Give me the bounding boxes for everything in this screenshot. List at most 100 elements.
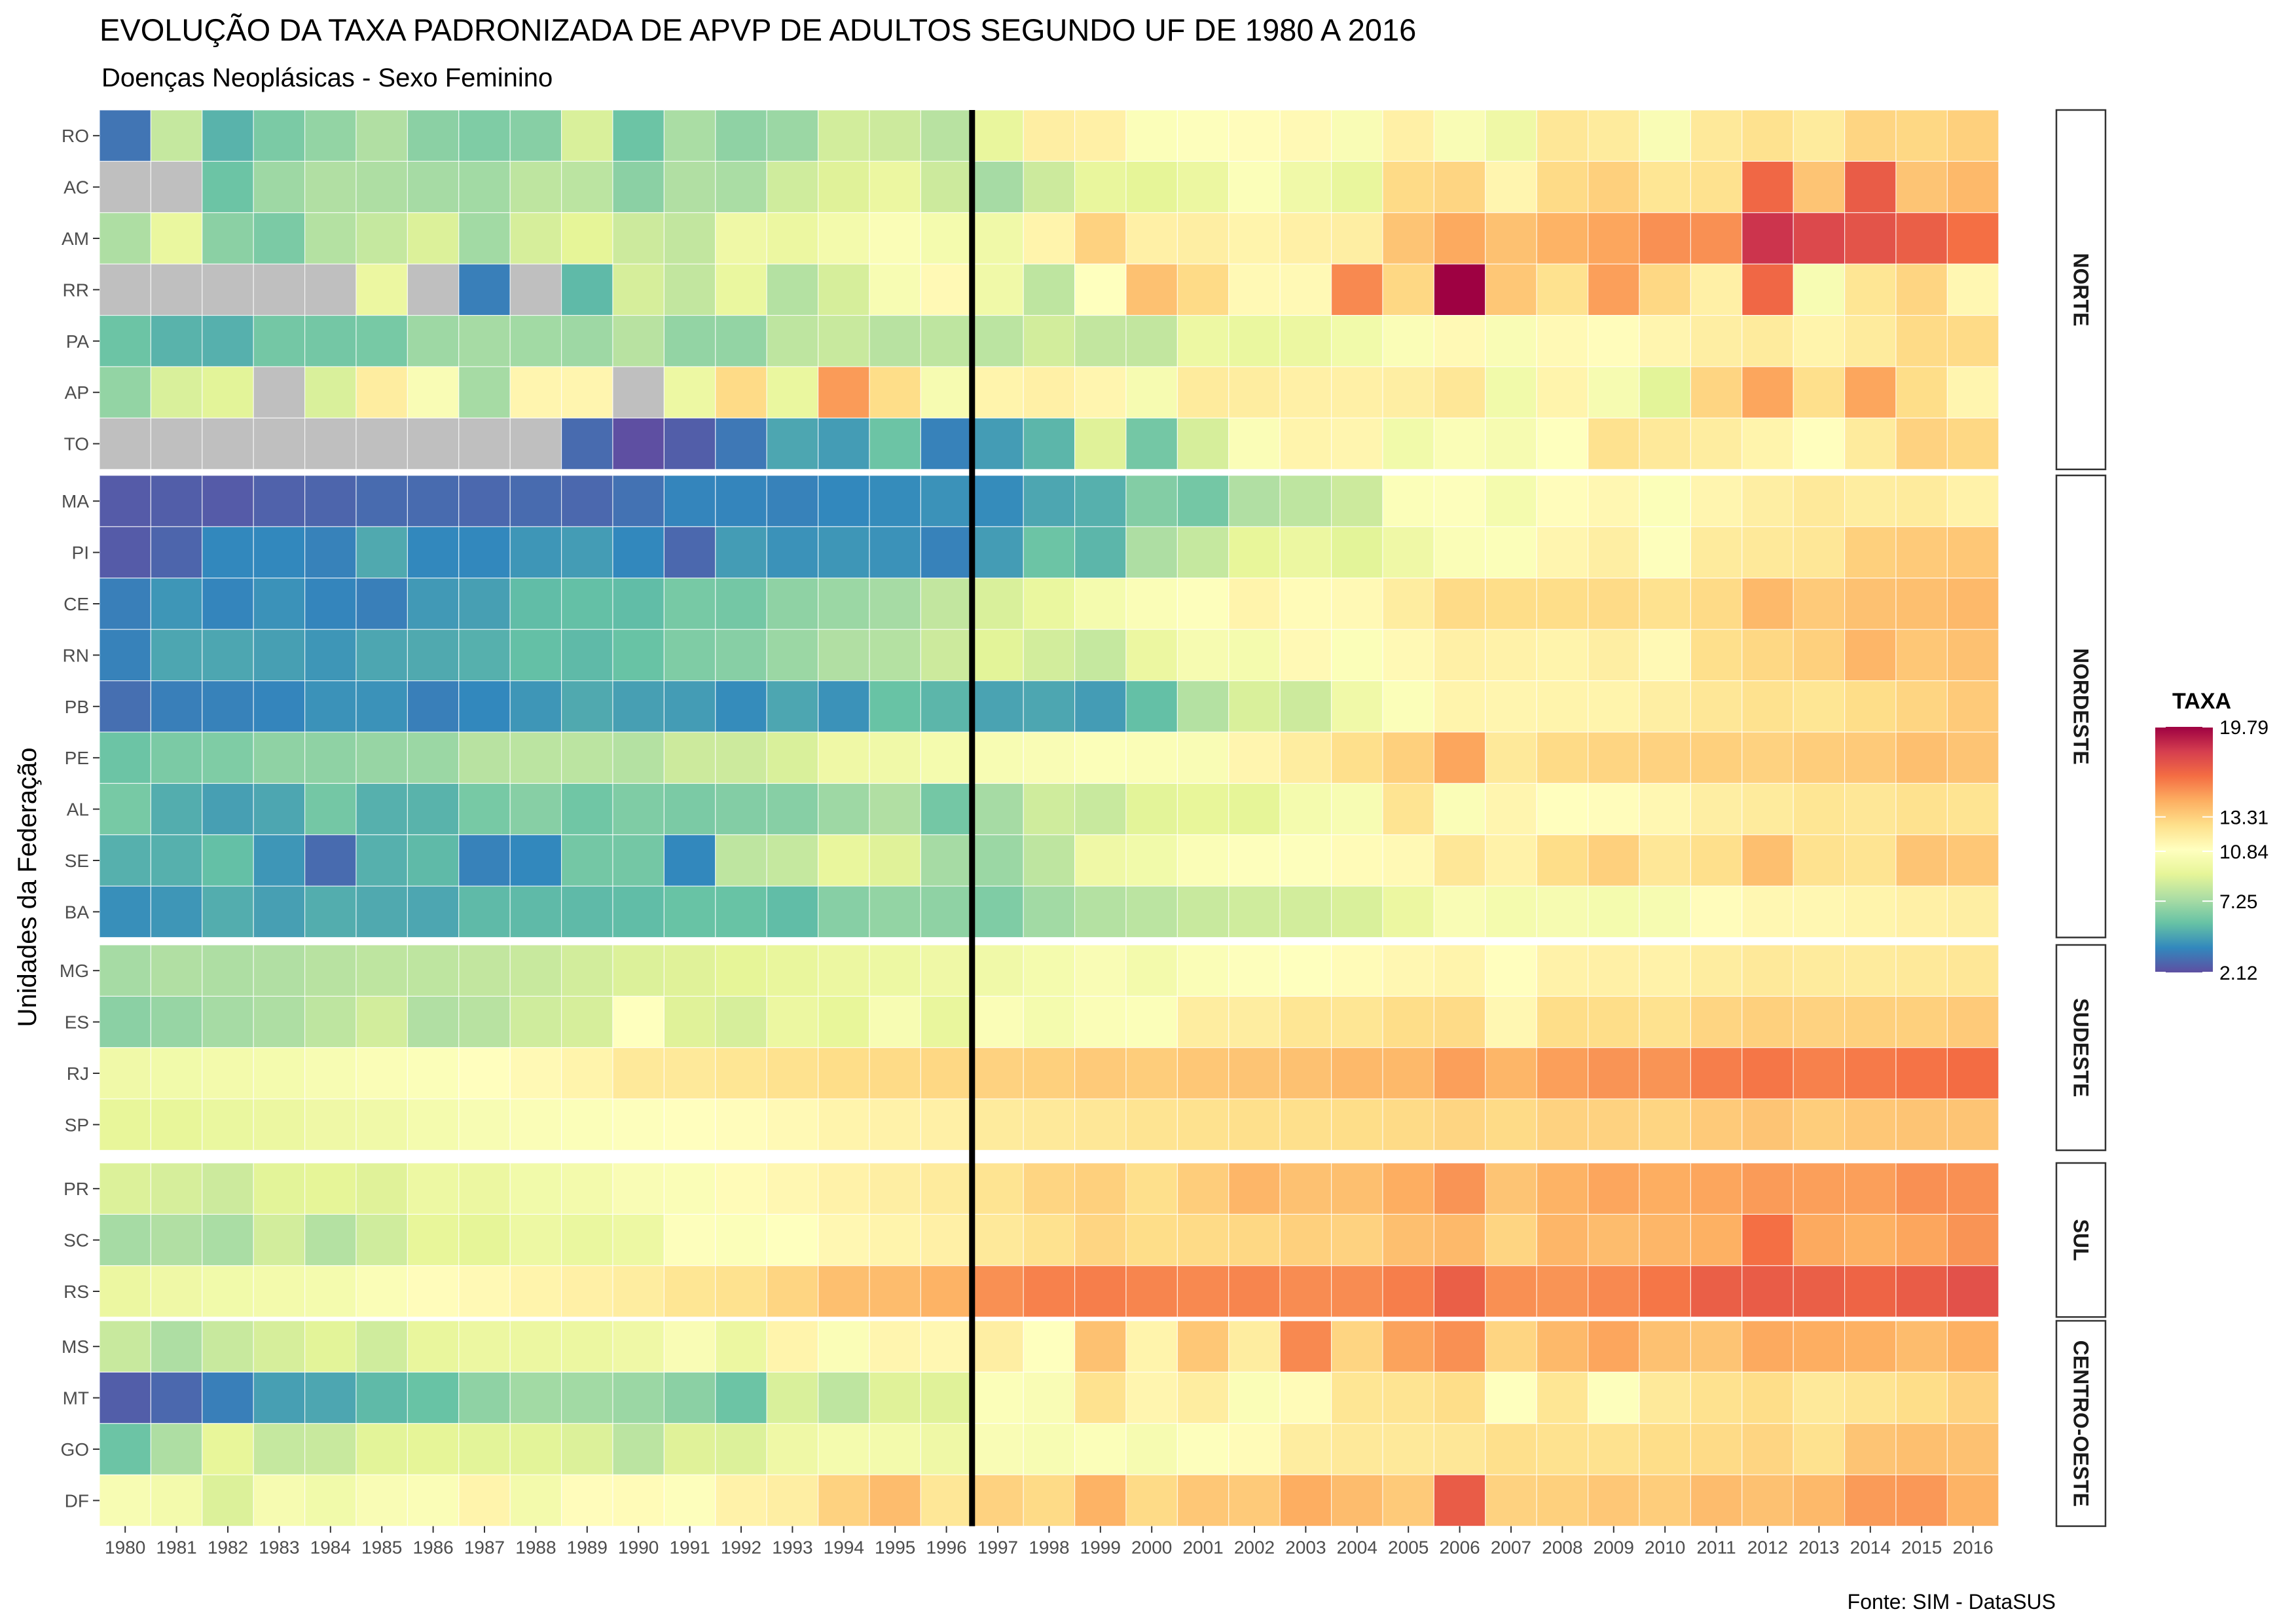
heatmap-cell (202, 263, 254, 316)
heatmap-cell (1536, 783, 1589, 836)
heatmap-cell (560, 783, 613, 836)
heatmap-cell (1125, 1047, 1178, 1099)
heatmap-cell (715, 629, 767, 682)
y-tick-label: TO (64, 434, 89, 454)
heatmap-cell (1279, 366, 1332, 419)
heatmap-cell (1690, 1320, 1743, 1373)
heatmap-cell (1946, 315, 1999, 367)
heatmap-cell (1741, 1423, 1794, 1475)
heatmap-cell (1074, 366, 1127, 419)
heatmap-cell (920, 885, 973, 938)
facet-strip (2055, 944, 2107, 1151)
heatmap-cell (1536, 1320, 1589, 1373)
heatmap-cell (1176, 995, 1230, 1048)
heatmap-cell (869, 475, 922, 528)
heatmap-cell (1228, 1423, 1281, 1475)
heatmap-cell (202, 629, 254, 682)
heatmap-cell (663, 783, 716, 836)
heatmap-cell (1176, 526, 1230, 579)
heatmap-cell (1176, 417, 1230, 470)
y-tick-label: CE (64, 594, 89, 614)
heatmap-cell (355, 315, 409, 367)
heatmap-cell (612, 1423, 665, 1475)
y-tick-label: SC (64, 1230, 89, 1251)
heatmap-cell (1588, 731, 1640, 784)
heatmap-cell (1330, 995, 1383, 1048)
heatmap-cell (1023, 315, 1076, 367)
heatmap-cell (663, 1320, 716, 1373)
heatmap-cell (766, 1320, 819, 1373)
heatmap-cell (304, 578, 357, 630)
heatmap-cell (612, 1162, 665, 1215)
heatmap-cell (1588, 315, 1640, 367)
heatmap-cell (407, 263, 460, 316)
heatmap-cell (253, 1371, 306, 1424)
heatmap-cell (202, 1098, 254, 1151)
heatmap-cell (407, 1320, 460, 1373)
heatmap-cell (1588, 1320, 1640, 1373)
heatmap-cell (1023, 160, 1076, 213)
heatmap-cell (150, 1265, 203, 1318)
heatmap-cell (663, 1371, 716, 1424)
y-tick-label: RR (63, 280, 89, 300)
heatmap-cell (253, 366, 306, 419)
heatmap-cell (1125, 1371, 1178, 1424)
heatmap-cell (1074, 834, 1127, 887)
heatmap-cell (202, 578, 254, 630)
heatmap-cell (99, 315, 152, 367)
heatmap-cell (663, 680, 716, 733)
heatmap-cell (355, 680, 409, 733)
heatmap-cell (1023, 109, 1076, 162)
heatmap-cell (715, 366, 767, 419)
heatmap-cell (1382, 315, 1435, 367)
heatmap-cell (869, 995, 922, 1048)
heatmap-cell (1433, 944, 1486, 997)
heatmap-cell (817, 366, 870, 419)
heatmap-cell (817, 212, 870, 265)
y-tick-label: MG (60, 961, 89, 981)
y-tick-labels: RO AC AM RR PA AP TO MA PI CE RN PB PE AL SE BA MG ES RJ SP… (60, 126, 100, 1511)
heatmap-cell (1895, 944, 1948, 997)
heatmap-cell (1382, 834, 1435, 887)
heatmap-cell (458, 629, 511, 682)
heatmap-cell (1895, 578, 1948, 630)
heatmap-cell (1228, 783, 1281, 836)
heatmap-cell (1741, 109, 1794, 162)
heatmap-cell (1793, 475, 1846, 528)
heatmap-cell (99, 885, 152, 938)
heatmap-cell (1228, 731, 1281, 784)
heatmap-cell (509, 1371, 562, 1424)
heatmap-cell (1176, 366, 1230, 419)
y-tick-label: SP (65, 1115, 89, 1135)
heatmap-cell (1895, 1213, 1948, 1266)
heatmap-cell (1895, 160, 1948, 213)
heatmap-cell (1741, 1047, 1794, 1099)
heatmap-cell (1639, 885, 1692, 938)
heatmap-cell (1639, 1474, 1692, 1527)
legend-tick-label: 10.84 (2219, 841, 2269, 863)
heatmap-cell (972, 1162, 1024, 1215)
heatmap-cell (766, 1474, 819, 1527)
x-tick-label: 2008 (1542, 1538, 1582, 1558)
heatmap-cell (1946, 629, 1999, 682)
heatmap-cell (920, 1474, 973, 1527)
heatmap-cell (663, 366, 716, 419)
heatmap-cell (1485, 315, 1537, 367)
heatmap-cell (612, 731, 665, 784)
heatmap-cell (1690, 995, 1743, 1048)
heatmap-cell (1485, 263, 1537, 316)
heatmap-cell (1895, 417, 1948, 470)
heatmap-cell (150, 1371, 203, 1424)
heatmap-cell (1895, 1047, 1948, 1099)
heatmap-cell (458, 885, 511, 938)
heatmap-cell (1895, 783, 1948, 836)
heatmap-cell (715, 1423, 767, 1475)
heatmap-cell (869, 885, 922, 938)
heatmap-cell (1844, 1474, 1897, 1527)
heatmap-cell (1330, 783, 1383, 836)
heatmap-cell (1793, 263, 1846, 316)
heatmap-cell (715, 1474, 767, 1527)
heatmap-cell (1690, 417, 1743, 470)
heatmap-cell (1946, 417, 1999, 470)
heatmap-cell (612, 526, 665, 579)
